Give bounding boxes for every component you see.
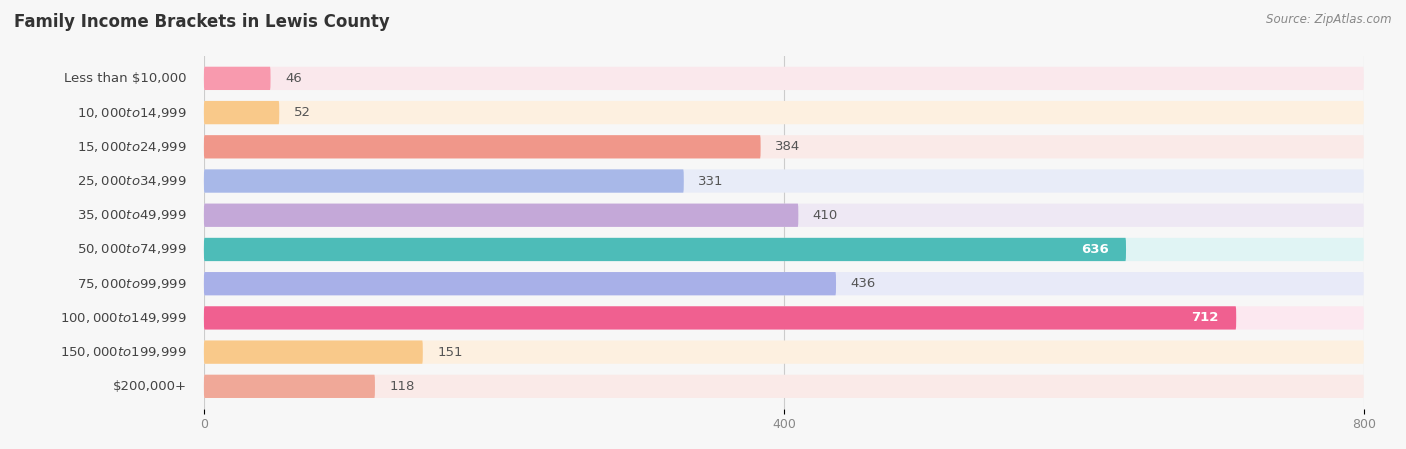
Text: Less than $10,000: Less than $10,000 — [63, 72, 187, 85]
Text: Source: ZipAtlas.com: Source: ZipAtlas.com — [1267, 13, 1392, 26]
Text: $10,000 to $14,999: $10,000 to $14,999 — [77, 106, 187, 119]
FancyBboxPatch shape — [204, 272, 837, 295]
FancyBboxPatch shape — [204, 375, 375, 398]
FancyBboxPatch shape — [204, 169, 1364, 193]
FancyBboxPatch shape — [204, 375, 1364, 398]
Text: 410: 410 — [813, 209, 838, 222]
Text: 384: 384 — [775, 140, 800, 153]
FancyBboxPatch shape — [204, 135, 1364, 158]
FancyBboxPatch shape — [204, 169, 683, 193]
FancyBboxPatch shape — [204, 203, 799, 227]
FancyBboxPatch shape — [204, 272, 1364, 295]
Text: $100,000 to $149,999: $100,000 to $149,999 — [60, 311, 187, 325]
FancyBboxPatch shape — [204, 135, 761, 158]
Text: $15,000 to $24,999: $15,000 to $24,999 — [77, 140, 187, 154]
Text: 151: 151 — [437, 346, 463, 359]
Text: $50,000 to $74,999: $50,000 to $74,999 — [77, 242, 187, 256]
Text: 52: 52 — [294, 106, 311, 119]
Text: 712: 712 — [1191, 312, 1219, 325]
FancyBboxPatch shape — [204, 340, 1364, 364]
FancyBboxPatch shape — [204, 238, 1364, 261]
Text: 331: 331 — [699, 175, 724, 188]
Text: $25,000 to $34,999: $25,000 to $34,999 — [77, 174, 187, 188]
Text: $75,000 to $99,999: $75,000 to $99,999 — [77, 277, 187, 291]
FancyBboxPatch shape — [204, 238, 1126, 261]
FancyBboxPatch shape — [204, 203, 1364, 227]
FancyBboxPatch shape — [204, 67, 1364, 90]
FancyBboxPatch shape — [204, 306, 1236, 330]
Text: $35,000 to $49,999: $35,000 to $49,999 — [77, 208, 187, 222]
Text: $150,000 to $199,999: $150,000 to $199,999 — [60, 345, 187, 359]
Text: $200,000+: $200,000+ — [112, 380, 187, 393]
Text: 636: 636 — [1081, 243, 1109, 256]
Text: Family Income Brackets in Lewis County: Family Income Brackets in Lewis County — [14, 13, 389, 31]
FancyBboxPatch shape — [204, 340, 423, 364]
FancyBboxPatch shape — [204, 101, 280, 124]
Text: 118: 118 — [389, 380, 415, 393]
Text: 46: 46 — [285, 72, 302, 85]
FancyBboxPatch shape — [204, 101, 1364, 124]
FancyBboxPatch shape — [204, 306, 1364, 330]
Text: 436: 436 — [851, 277, 876, 290]
FancyBboxPatch shape — [204, 67, 270, 90]
